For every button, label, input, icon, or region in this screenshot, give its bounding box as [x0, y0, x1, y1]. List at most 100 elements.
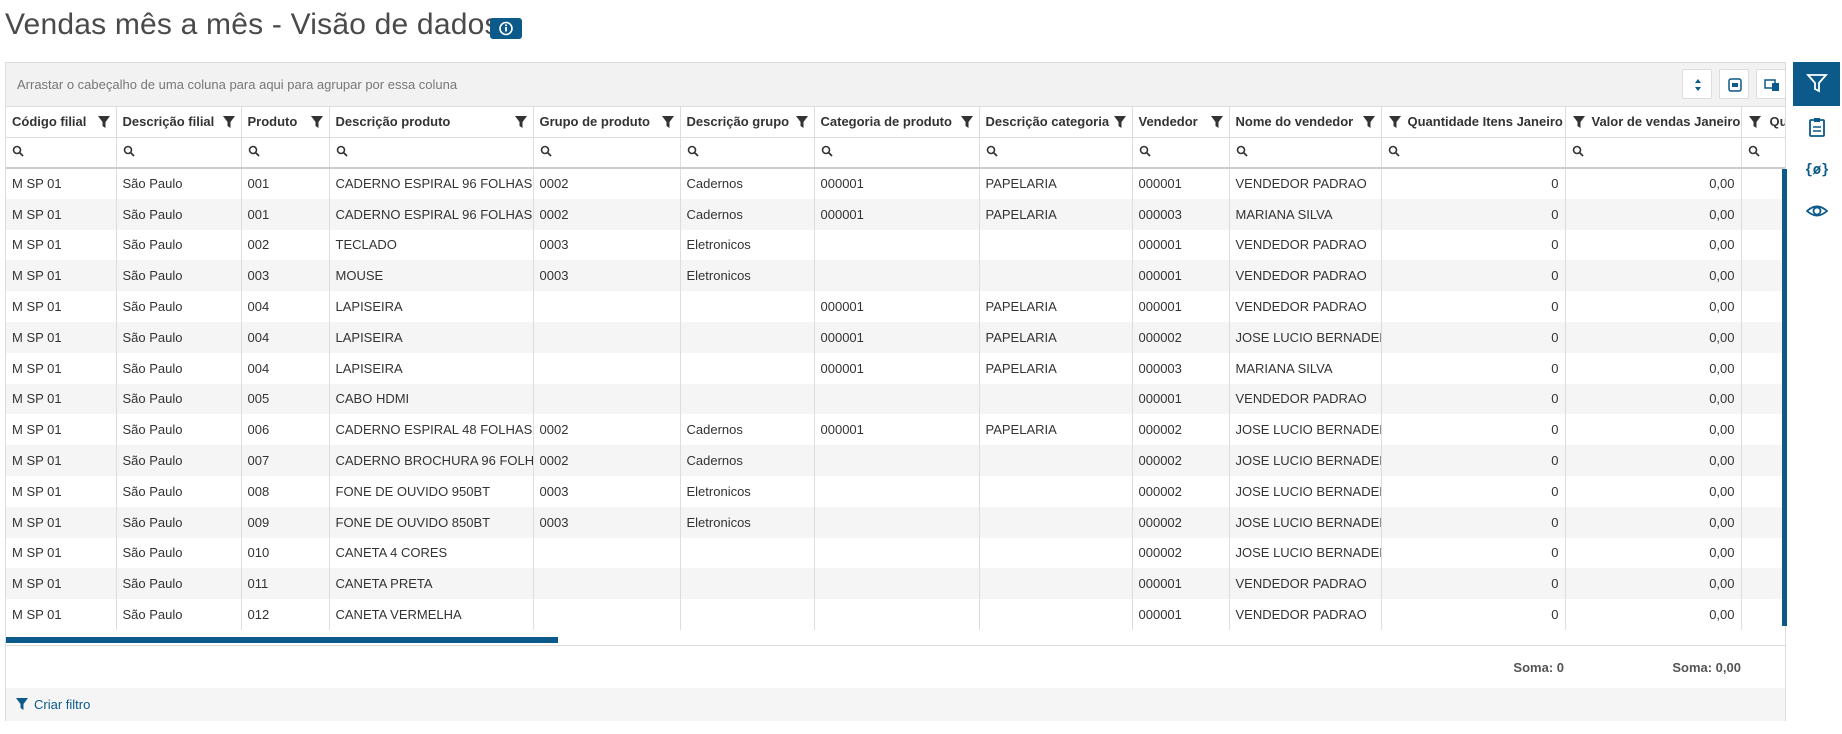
vertical-scrollbar[interactable] [1782, 169, 1787, 626]
search-cell[interactable] [979, 137, 1133, 169]
filter-icon[interactable] [795, 115, 809, 129]
cell: 000001 [814, 414, 980, 446]
cell: 0 [1381, 260, 1566, 292]
search-cell[interactable] [1741, 137, 1785, 169]
empty-cell [814, 537, 980, 569]
cell: 000001 [1132, 568, 1230, 600]
cell: 0,00 [1565, 321, 1742, 353]
info-icon [499, 21, 513, 36]
search-cell[interactable] [1229, 137, 1382, 169]
cell: 011 [241, 568, 330, 600]
column-header[interactable]: Descrição produto [329, 106, 534, 138]
data-row: M SP 01 São Paulo 006 CADERNO ESPIRAL 48 FO… [6, 414, 1785, 446]
cell: JOSE LUCIO BERNADEI [1229, 414, 1382, 446]
cell: M SP 01 [6, 599, 117, 630]
column-header[interactable]: Categoria de produto [814, 106, 980, 138]
empty-cell [814, 445, 980, 476]
cell: TECLADO [329, 229, 534, 261]
cell: CANETA VERMELHA [329, 599, 534, 630]
horizontal-scrollbar[interactable] [6, 637, 558, 643]
search-cell[interactable] [116, 137, 242, 169]
column-header[interactable]: Quantidade Itens Janeiro [1381, 106, 1566, 138]
column-chooser-button[interactable] [1682, 69, 1712, 99]
cell: Cadernos [680, 198, 815, 230]
cell: 004 [241, 321, 330, 353]
search-cell[interactable] [329, 137, 534, 169]
cell: 000002 [1132, 321, 1230, 353]
filter-icon[interactable] [310, 115, 324, 129]
empty-cell [979, 568, 1133, 600]
search-cell[interactable] [814, 137, 980, 169]
search-cell[interactable] [241, 137, 330, 169]
filter-icon[interactable] [1748, 115, 1762, 129]
layout-button[interactable] [1756, 69, 1786, 99]
filter-icon[interactable] [1388, 115, 1402, 129]
cell: JOSE LUCIO BERNADEI [1229, 475, 1382, 507]
search-cell[interactable] [1565, 137, 1742, 169]
empty-cell [680, 383, 815, 415]
column-header[interactable]: Valor de vendas Janeiro [1565, 106, 1742, 138]
table: Código filial Descrição filial Produto Desc… [6, 106, 1785, 630]
filter-icon[interactable] [1113, 115, 1127, 129]
cell: PAPELARIA [979, 414, 1133, 446]
search-icon [1388, 145, 1400, 157]
cell: 000002 [1132, 475, 1230, 507]
cell: São Paulo [116, 198, 242, 230]
column-header[interactable]: Descrição grupo [680, 106, 815, 138]
data-row: M SP 01 São Paulo 004 LAPISEIRA 000001 PAPELA… [6, 291, 1785, 322]
cell: M SP 01 [6, 352, 117, 384]
export-button[interactable] [1719, 69, 1749, 99]
cell: Eletronicos [680, 260, 815, 292]
column-header[interactable]: Nome do vendedor [1229, 106, 1382, 138]
search-cell[interactable] [1132, 137, 1230, 169]
search-cell[interactable] [680, 137, 815, 169]
empty-cell [1741, 383, 1785, 415]
filter-icon[interactable] [97, 115, 111, 129]
column-header[interactable]: Qu [1741, 106, 1785, 138]
svg-text:{ø}: {ø} [1806, 162, 1828, 178]
column-header[interactable]: Código filial [6, 106, 117, 138]
cell: 0,00 [1565, 537, 1742, 569]
info-button[interactable] [490, 18, 522, 39]
column-header[interactable]: Vendedor [1132, 106, 1230, 138]
filter-icon[interactable] [514, 115, 528, 129]
search-cell[interactable] [533, 137, 681, 169]
column-header[interactable]: Produto [241, 106, 330, 138]
filter-icon[interactable] [1572, 115, 1586, 129]
cell: 0 [1381, 168, 1566, 199]
cell: 0 [1381, 475, 1566, 507]
column-header[interactable]: Grupo de produto [533, 106, 681, 138]
search-cell[interactable] [1381, 137, 1566, 169]
filter-icon[interactable] [661, 115, 675, 129]
cell: 006 [241, 414, 330, 446]
cell: 010 [241, 537, 330, 569]
cell: CANETA 4 CORES [329, 537, 534, 569]
filter-icon[interactable] [1210, 115, 1224, 129]
cell: PAPELARIA [979, 198, 1133, 230]
clipboard-button[interactable] [1793, 106, 1840, 148]
search-icon [1748, 145, 1760, 157]
cell: 0 [1381, 321, 1566, 353]
cell: JOSE LUCIO BERNADEI [1229, 537, 1382, 569]
filter-icon[interactable] [222, 115, 236, 129]
empty-cell [1741, 229, 1785, 261]
column-header[interactable]: Descrição filial [116, 106, 242, 138]
cell: 0 [1381, 537, 1566, 569]
filter-panel-button[interactable] [1793, 62, 1840, 106]
empty-cell [814, 475, 980, 507]
cell: VENDEDOR PADRAO [1229, 168, 1382, 199]
filter-icon[interactable] [1362, 115, 1376, 129]
preview-button[interactable] [1793, 190, 1840, 232]
cell: FONE DE OUVIDO 950BT [329, 475, 534, 507]
cell: 0 [1381, 568, 1566, 600]
search-cell[interactable] [6, 137, 117, 169]
cell: M SP 01 [6, 168, 117, 199]
empty-cell [680, 321, 815, 353]
cell: 0003 [533, 260, 681, 292]
cell: Eletronicos [680, 475, 815, 507]
data-row: M SP 01 São Paulo 009 FONE DE OUVIDO 850BT 0… [6, 506, 1785, 538]
filter-icon[interactable] [960, 115, 974, 129]
create-filter-link[interactable]: Criar filtro [34, 697, 91, 712]
column-header[interactable]: Descrição categoria [979, 106, 1133, 138]
variables-button[interactable]: {ø} [1793, 148, 1840, 190]
